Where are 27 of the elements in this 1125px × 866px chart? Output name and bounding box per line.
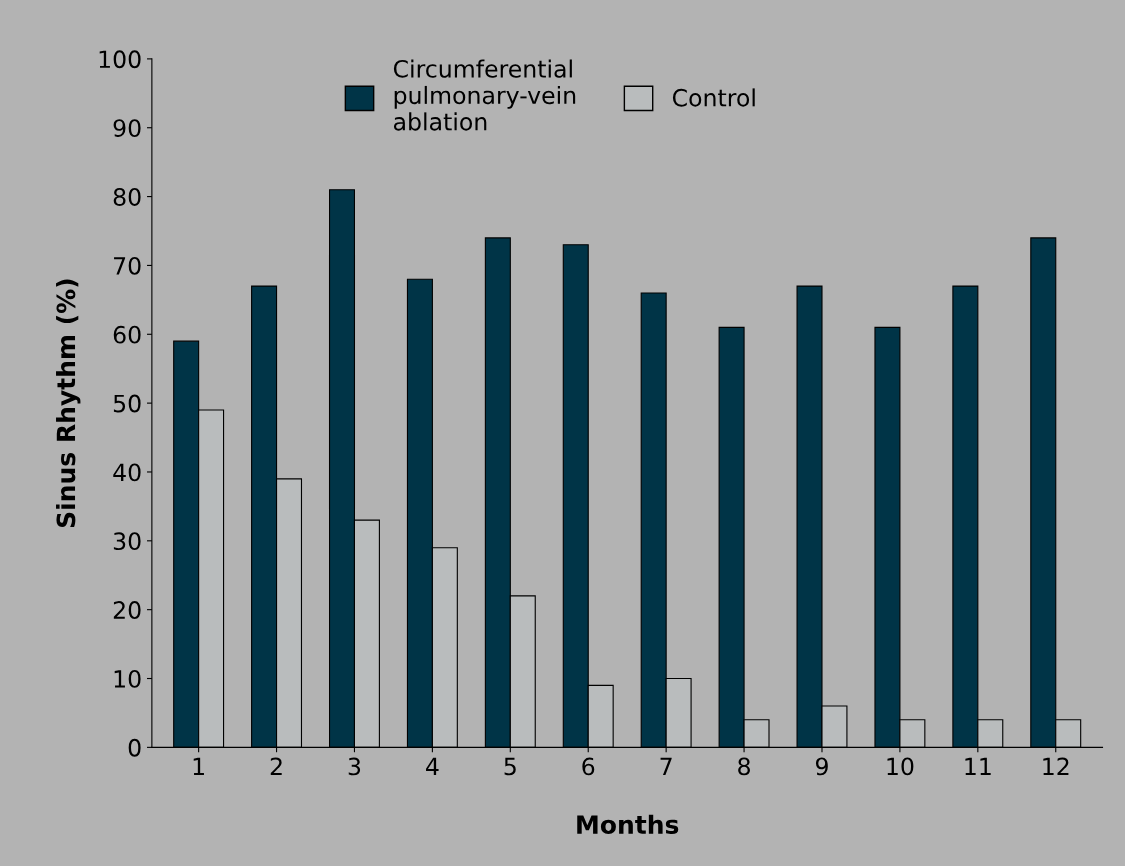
y-tick-label: 50 bbox=[113, 394, 141, 413]
y-tick-label: 30 bbox=[113, 532, 141, 551]
x-tick-label: 6 bbox=[582, 757, 595, 776]
x-tick-label: 8 bbox=[738, 757, 750, 776]
x-tick-label: 2 bbox=[270, 757, 282, 776]
y-tick-label: 40 bbox=[113, 463, 141, 482]
y-tick-label: 80 bbox=[113, 188, 141, 206]
x-tick-label: 4 bbox=[426, 757, 439, 776]
x-axis-title: Months bbox=[577, 814, 679, 835]
y-tick-label: 10 bbox=[114, 669, 141, 688]
x-tick-label: 7 bbox=[660, 757, 672, 776]
y-tick-label: 60 bbox=[113, 325, 141, 344]
x-tick-label: 1 bbox=[193, 757, 204, 776]
y-tick-label: 90 bbox=[113, 119, 141, 138]
x-tick-label: 3 bbox=[348, 757, 361, 776]
x-tick-label: 5 bbox=[504, 757, 516, 776]
x-tick-label: 12 bbox=[1043, 757, 1069, 776]
legend-label: Circumferential pulmonary-vein ablation bbox=[393, 59, 576, 131]
x-tick-label: 9 bbox=[815, 757, 828, 776]
x-tick-label: 10 bbox=[887, 757, 914, 776]
y-tick-label: 0 bbox=[128, 738, 141, 757]
y-tick-label: 70 bbox=[114, 256, 141, 275]
y-axis-title: Sinus Rhythm (%) bbox=[56, 279, 81, 528]
y-tick-label: 20 bbox=[113, 601, 141, 619]
x-tick-label: 11 bbox=[965, 757, 991, 776]
y-tick-label: 100 bbox=[99, 50, 141, 69]
legend-label: Control bbox=[672, 88, 755, 107]
